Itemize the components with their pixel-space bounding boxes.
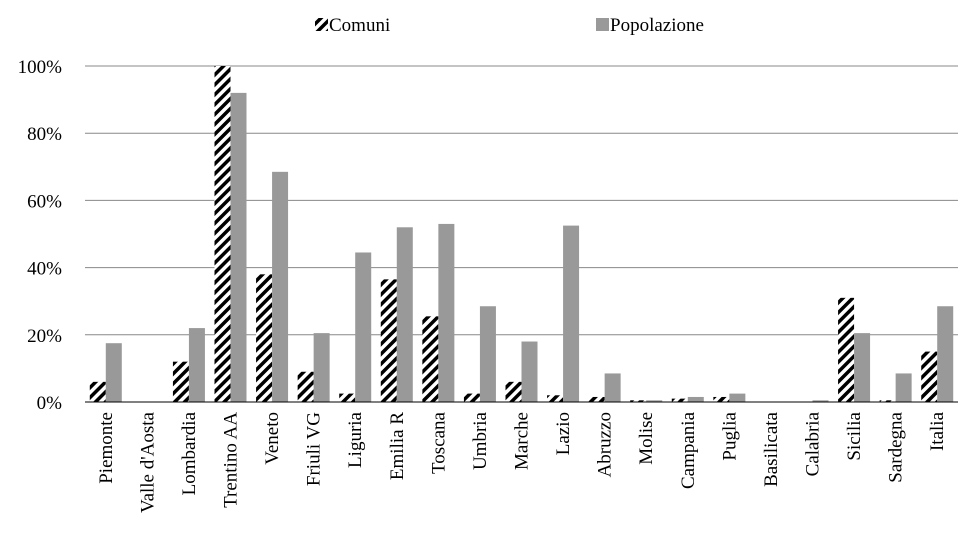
bar	[713, 396, 730, 402]
bar	[438, 223, 455, 402]
x-tick-label: Molise	[636, 412, 657, 465]
bar	[272, 171, 289, 402]
bar	[172, 361, 189, 402]
bar	[854, 333, 871, 402]
x-tick-label: Toscana	[428, 411, 449, 474]
x-tick-label: Campania	[678, 411, 699, 489]
bar	[479, 306, 496, 402]
x-tick-label: Sicilia	[844, 411, 865, 460]
x-tick-label: Piemonte	[96, 412, 117, 484]
bar	[921, 351, 938, 402]
bar	[937, 306, 954, 402]
bar	[214, 66, 231, 402]
bar	[687, 396, 704, 402]
x-tick-label: Marche	[512, 412, 533, 470]
x-tick-label: Basilicata	[761, 411, 782, 486]
bar	[89, 381, 106, 402]
bar	[521, 341, 538, 402]
x-tick-label: Emilia R	[387, 412, 408, 480]
bar	[422, 316, 439, 402]
x-tick-label: Italia	[927, 411, 948, 451]
x-tick-label: Abruzzo	[595, 412, 616, 477]
x-tick-label: Lazio	[553, 412, 574, 455]
bar	[339, 393, 356, 402]
y-tick-label: 40%	[27, 259, 62, 280]
bar	[895, 373, 912, 402]
bar	[646, 400, 663, 402]
bar	[380, 279, 397, 402]
x-tick-label: Friuli VG	[304, 412, 325, 486]
x-tick-label: Calabria	[803, 411, 824, 476]
bar	[105, 343, 122, 402]
y-tick-label: 20%	[27, 326, 62, 347]
x-tick-label: Valle d'Aosta	[137, 411, 158, 513]
bar	[547, 395, 564, 402]
y-tick-label: 0%	[37, 393, 63, 414]
bar	[588, 396, 605, 402]
bar	[396, 227, 413, 402]
x-tick-label: Puglia	[719, 411, 740, 460]
legend-label: Comuni	[329, 15, 390, 36]
bar	[879, 400, 896, 402]
y-tick-label: 100%	[18, 57, 63, 78]
bar	[671, 398, 688, 402]
bar	[256, 274, 273, 402]
bar	[563, 225, 580, 402]
bar	[463, 393, 480, 402]
legend-swatch	[596, 18, 609, 31]
x-tick-label: Sardegna	[886, 411, 907, 482]
bar	[230, 92, 247, 402]
bar	[729, 393, 746, 402]
x-tick-label: Umbria	[470, 411, 491, 470]
bar	[297, 371, 314, 402]
legend-swatch	[315, 18, 328, 31]
x-tick-label: Liguria	[345, 411, 366, 467]
x-tick-label: Lombardia	[179, 411, 200, 495]
bar	[604, 373, 621, 402]
bar	[188, 328, 205, 402]
bar	[630, 400, 647, 402]
x-tick-label: Veneto	[262, 412, 283, 465]
bar	[355, 252, 372, 402]
x-tick-label: Trentino AA	[221, 412, 242, 508]
bar	[505, 381, 522, 402]
bar	[838, 297, 855, 402]
y-tick-label: 80%	[27, 124, 62, 145]
bar	[812, 400, 829, 402]
bar	[313, 333, 330, 402]
y-tick-label: 60%	[27, 191, 62, 212]
legend-label: Popolazione	[610, 15, 704, 36]
